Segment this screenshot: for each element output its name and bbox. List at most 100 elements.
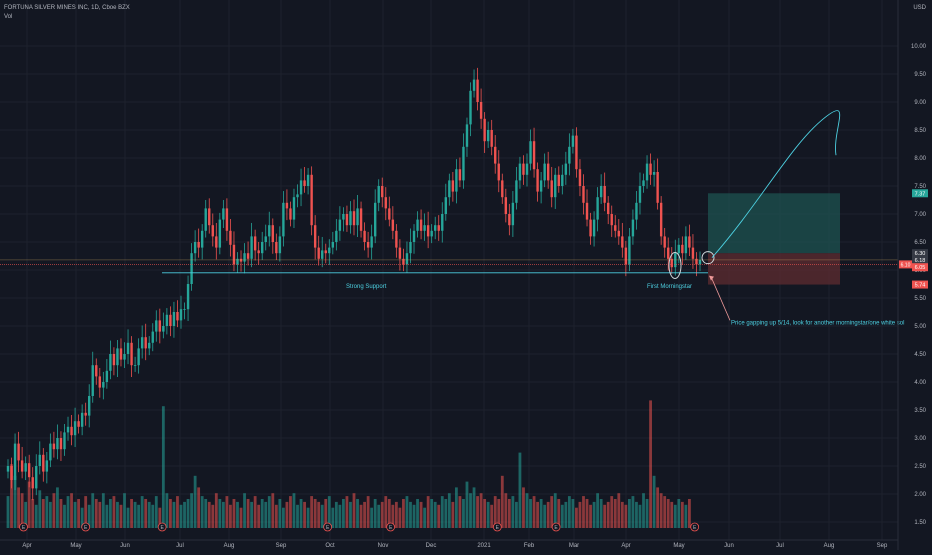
current-price-text: 6.10 <box>901 262 911 268</box>
candle-body <box>465 124 469 147</box>
candle-body <box>303 180 306 186</box>
candle-body <box>543 163 546 181</box>
candles <box>6 67 702 501</box>
earnings-letter: E <box>389 525 393 531</box>
candle-body <box>656 172 659 203</box>
candle-body <box>483 118 486 142</box>
candle-body <box>91 365 94 396</box>
x-tick-label: Jul <box>176 543 184 549</box>
candle-body <box>200 230 204 248</box>
volume-bar <box>313 499 317 528</box>
volume-bar <box>433 501 437 528</box>
candle-body <box>525 163 529 175</box>
symbol-title[interactable]: FORTUNA SILVER MINES INC, 1D, Cboe BZX <box>4 5 130 11</box>
volume-bar <box>278 499 282 528</box>
candle-body <box>324 250 327 254</box>
volume-bar <box>190 493 193 528</box>
candle-body <box>204 208 207 231</box>
y-axis[interactable]: 10.009.509.008.508.007.507.006.506.005.5… <box>897 0 928 550</box>
volume-bar <box>257 504 261 528</box>
volume-bar <box>13 475 17 528</box>
x-axis[interactable]: Apr May Jun Jul Aug Sep Oct Nov Dec 2021 Feb Mar Apr… <box>0 539 898 549</box>
volume-bar <box>391 504 395 528</box>
volume-bar <box>645 499 649 528</box>
volume-bar <box>169 499 172 528</box>
volume-bar <box>416 499 419 528</box>
candle-body <box>165 314 169 326</box>
volume-bar <box>550 496 554 528</box>
volume-legend[interactable]: Vol <box>4 14 13 20</box>
candle-body <box>35 466 38 489</box>
volume-bar <box>430 499 434 528</box>
candle-body <box>148 342 151 349</box>
candle-body <box>190 253 193 284</box>
candle-body <box>208 208 211 226</box>
volume-bar <box>631 496 635 528</box>
price-tag-last2: 6.18 <box>912 255 928 264</box>
candle-body <box>539 180 543 192</box>
candle-body <box>486 130 490 142</box>
volume-bar <box>197 487 201 528</box>
volume-bar <box>363 501 366 528</box>
volume-bar <box>34 504 38 528</box>
candle-body <box>59 438 63 450</box>
volume-bar <box>186 499 190 528</box>
candle-body <box>49 443 52 461</box>
candle-body <box>27 463 31 478</box>
gap-note-label: Price gapping up 5/14, look for another … <box>731 320 904 326</box>
volume-bar <box>98 501 102 528</box>
candle-body <box>479 102 483 119</box>
candle-body <box>652 172 656 175</box>
volume-bar <box>384 496 388 528</box>
candle-body <box>659 202 663 237</box>
volume-bar <box>359 504 363 528</box>
candle-body <box>419 219 423 231</box>
volume-bar <box>405 496 409 528</box>
volume-bar <box>642 493 645 528</box>
volume-bar <box>48 501 52 528</box>
candle-body <box>698 259 702 265</box>
earnings-circle <box>690 522 700 532</box>
candle-body <box>624 247 628 265</box>
candle-body <box>352 211 356 226</box>
volume-bar <box>211 504 215 528</box>
volume-bar <box>504 493 508 528</box>
earnings-circle <box>492 522 502 532</box>
candle-body <box>402 258 405 265</box>
candle-body <box>13 443 17 480</box>
candle-body <box>416 219 419 231</box>
candle-body <box>331 242 335 248</box>
candle-body <box>437 225 440 231</box>
volume-bar <box>522 487 525 528</box>
candle-body <box>66 426 70 433</box>
support-label: Strong Support <box>346 284 387 290</box>
volume-bar <box>539 499 543 528</box>
candle-body <box>137 348 140 366</box>
volume-bar <box>437 504 441 528</box>
volume-bar <box>603 504 607 528</box>
volume-bar <box>543 504 547 528</box>
candle-body <box>95 365 98 377</box>
candle-body <box>225 208 229 231</box>
candle-body <box>102 382 105 388</box>
candle-body <box>497 163 500 181</box>
candle-body <box>56 438 59 450</box>
volume-bar <box>370 507 374 528</box>
price-tag-text: 6.18 <box>915 258 926 264</box>
candle-body <box>684 236 688 254</box>
candle-body <box>349 211 352 226</box>
candle-body <box>211 225 214 237</box>
candle-body <box>578 169 582 186</box>
earnings-marker: E <box>690 522 700 532</box>
volume-bar <box>207 501 211 528</box>
candle-body <box>197 242 200 248</box>
volume-bar <box>338 504 342 528</box>
candle-body <box>130 342 133 366</box>
volume-bar <box>571 499 575 528</box>
candle-body <box>582 186 585 203</box>
arrow-head <box>709 275 714 281</box>
x-tick-label: Sep <box>276 543 287 549</box>
candle-body <box>264 236 267 242</box>
